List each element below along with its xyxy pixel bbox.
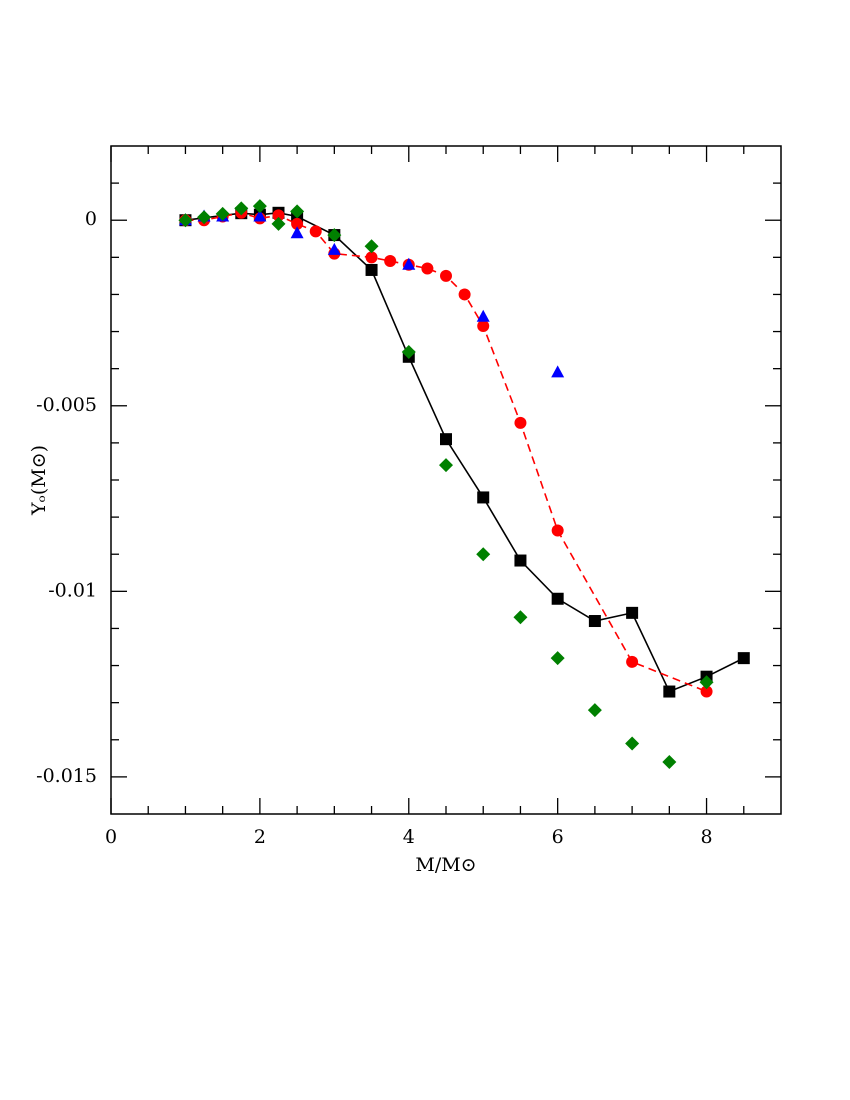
triangle-marker [290,226,304,239]
circle-marker [421,262,434,275]
circle-marker [477,319,490,332]
square-marker [440,433,452,446]
y-tick-label: -0.015 [36,765,97,787]
square-marker [365,263,378,276]
circle-marker [440,269,452,282]
circle-marker [272,209,285,222]
square-marker [551,592,564,605]
plot-frame [110,145,782,815]
diamond-marker [197,210,212,225]
diamond-marker [550,651,565,666]
x-tick-label: 2 [254,826,266,848]
circle-marker [384,255,397,268]
square-marker [737,652,750,665]
square-marker [477,491,490,504]
diamond-marker [439,458,453,473]
diamond-marker [625,736,640,751]
circle-marker [309,225,322,238]
circle-marker [291,217,304,230]
diamond-marker [215,206,230,221]
triangle-marker [327,242,341,255]
triangle-marker [402,257,416,270]
x-axis-label: M/M⊙ [415,854,476,876]
circle-marker [514,416,527,429]
y-tick-label: -0.005 [36,394,97,416]
diamond-marker [178,213,193,228]
circle-marker [626,655,639,668]
x-tick-label: 4 [403,826,415,848]
diamond-marker [290,204,305,219]
square-marker [588,615,601,628]
x-tick-label: 8 [701,826,713,848]
triangle-marker [253,209,267,222]
series-line [185,211,745,693]
y-axis-label: Yₒ(M⊙) [28,445,50,516]
diamond-marker [662,755,677,770]
square-marker [514,554,527,567]
x-tick-label: 6 [552,826,564,848]
y-tick-label: 0 [85,208,97,230]
square-marker [626,606,639,619]
diamond-marker [252,199,267,214]
circle-marker [551,524,564,537]
diamond-marker [234,201,249,216]
diamond-marker [587,703,602,718]
x-tick-label: 0 [105,826,117,848]
series-line [185,211,707,693]
circle-marker [700,685,713,698]
square-marker [663,685,676,698]
diamond-marker [699,675,714,690]
diamond-marker [401,344,416,359]
circle-marker [458,288,471,301]
diamond-marker [476,547,491,562]
diamond-marker [364,239,379,254]
diamond-marker [327,228,342,243]
y-tick-label: -0.01 [48,579,97,601]
triangle-marker [476,309,490,322]
diamond-marker [271,216,286,231]
circle-marker [365,251,378,264]
triangle-marker [551,365,565,378]
diamond-marker [513,610,528,625]
